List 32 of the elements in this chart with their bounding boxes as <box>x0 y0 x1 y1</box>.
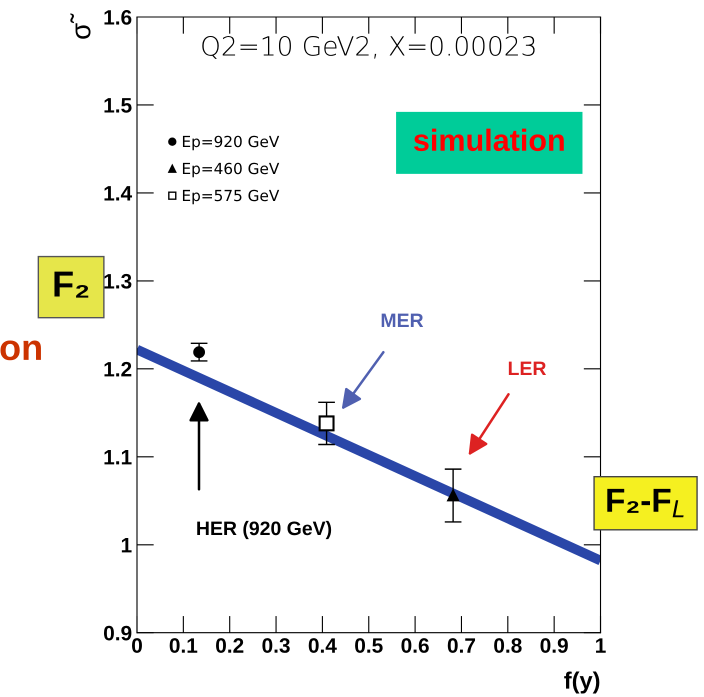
y-tick-label: 0.9 <box>104 626 132 640</box>
x-tick-label: 0.4 <box>308 638 337 653</box>
y-tick-label: 1.3 <box>104 274 132 289</box>
annotation: HER (920 GeV) <box>197 520 332 540</box>
x-tick-label: 0.6 <box>401 638 429 653</box>
x-tick-label: 1 <box>596 638 606 653</box>
x-tick-label: 0.2 <box>216 638 244 653</box>
y-tick-label: 1 <box>122 538 132 552</box>
y-tick-label: 1.4 <box>104 186 132 200</box>
x-axis-title: f(y) <box>564 672 600 694</box>
y-tick-label: 1.6 <box>104 10 132 25</box>
legend-label: Ep=460 GeV <box>182 162 280 178</box>
x-tick-label: 0.5 <box>355 638 383 653</box>
x-tick-label: 0.9 <box>540 638 568 653</box>
text: F₂ <box>54 272 88 298</box>
y-tick-label: 1.1 <box>104 450 132 464</box>
x-tick-label: 0.1 <box>170 638 198 653</box>
legend-label: Ep=575 GeV <box>182 190 280 204</box>
x-tick-label: 0.7 <box>448 638 476 653</box>
x-tick-label: 0.8 <box>494 638 522 653</box>
text: on <box>0 340 41 360</box>
legend-label: Ep=920 GeV <box>182 136 280 150</box>
text: F₂-F$_{L}$ <box>607 488 684 518</box>
annotation: simulation <box>414 128 564 152</box>
text: Q2=10 GeV2, X=0.00023 <box>202 36 535 59</box>
annotation: MER <box>382 314 424 328</box>
y-axis-title: σ̃ <box>70 13 91 39</box>
annotation: LER <box>508 362 546 376</box>
x-tick-label: 0.3 <box>262 638 290 653</box>
y-tick-label: 1.2 <box>104 362 132 376</box>
x-tick-label: 0 <box>132 638 142 653</box>
y-tick-label: 1.5 <box>104 98 132 113</box>
